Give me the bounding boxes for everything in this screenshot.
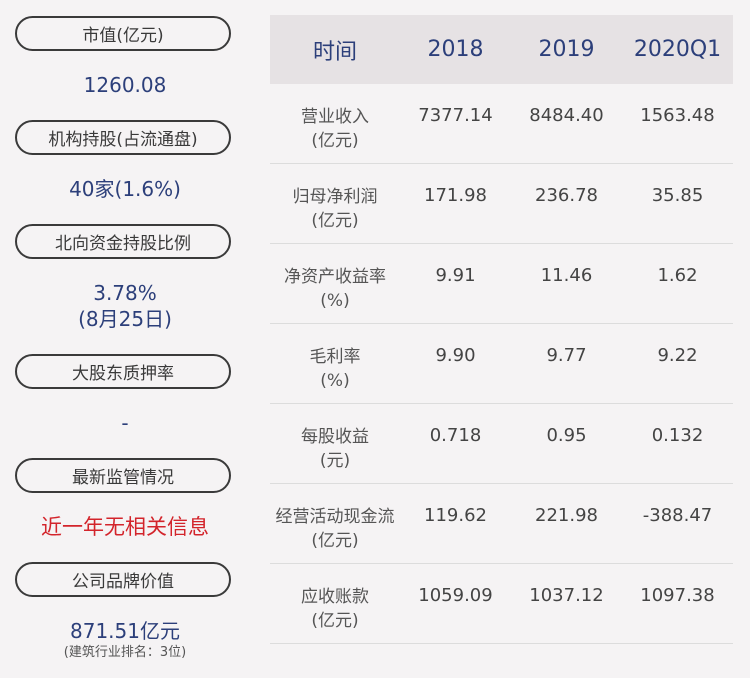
row-label-unit: (亿元) [311, 611, 359, 631]
row-label: 营业收入 (亿元) [270, 105, 400, 153]
table-row: 营业收入 (亿元) 7377.14 8484.40 1563.48 [270, 84, 733, 164]
row-label-name: 营业收入 [301, 107, 369, 127]
institutional-value: 40家(1.6%) [69, 177, 181, 201]
brand-label-box: 公司品牌价值 [15, 562, 231, 597]
cell-value: 221.98 [535, 505, 598, 526]
cell-value: 9.77 [546, 345, 587, 366]
cell-value: 0.132 [651, 425, 704, 446]
header-2018: 2018 [427, 37, 484, 62]
table-row: 净资产收益率 (%) 9.91 11.46 1.62 [270, 244, 733, 324]
market-cap-label: 市值(亿元) [82, 26, 164, 46]
row-label-name: 经营活动现金流 [275, 507, 395, 527]
table-row: 应收账款 (亿元) 1059.09 1037.12 1097.38 [270, 564, 733, 644]
header-2019: 2019 [538, 37, 595, 62]
cell-value: 1097.38 [640, 585, 715, 606]
cell-value: 1059.09 [418, 585, 493, 606]
northbound-label: 北向资金持股比例 [55, 234, 191, 254]
cell-value: 8484.40 [529, 105, 604, 126]
row-label-unit: (%) [320, 291, 350, 311]
institutional-label-box: 机构持股(占流通盘) [15, 120, 231, 155]
cell-value: 9.90 [435, 345, 476, 366]
row-label: 净资产收益率 (%) [270, 265, 400, 313]
row-label: 每股收益 (元) [270, 425, 400, 473]
regulation-value: 近一年无相关信息 [41, 515, 209, 539]
table-row: 经营活动现金流 (亿元) 119.62 221.98 -388.47 [270, 484, 733, 564]
institutional-label: 机构持股(占流通盘) [48, 130, 198, 150]
cell-value: 236.78 [535, 185, 598, 206]
table-row: 毛利率 (%) 9.90 9.77 9.22 [270, 324, 733, 404]
brand-value: 871.51亿元 [70, 619, 180, 643]
brand-label: 公司品牌价值 [72, 572, 174, 592]
northbound-label-box: 北向资金持股比例 [15, 224, 231, 259]
cell-value: 35.85 [651, 185, 704, 206]
row-label: 归母净利润 (亿元) [270, 185, 400, 233]
row-label: 经营活动现金流 (亿元) [270, 505, 400, 553]
row-label-unit: (元) [319, 451, 351, 471]
row-label-unit: (亿元) [311, 131, 359, 151]
row-label-unit: (亿元) [311, 211, 359, 231]
cell-value: 1563.48 [640, 105, 715, 126]
cell-value: 9.91 [435, 265, 476, 286]
row-label-name: 归母净利润 [292, 187, 378, 207]
pledge-value: - [121, 411, 129, 435]
table-header: 时间 2018 2019 2020Q1 [270, 15, 733, 84]
row-label-name: 每股收益 [301, 427, 369, 447]
cell-value: 9.22 [657, 345, 698, 366]
pledge-label-box: 大股东质押率 [15, 354, 231, 389]
northbound-date: (8月25日) [78, 307, 172, 331]
row-label-name: 毛利率 [309, 347, 361, 367]
regulation-label-box: 最新监管情况 [15, 458, 231, 493]
cell-value: 171.98 [424, 185, 487, 206]
table-row: 每股收益 (元) 0.718 0.95 0.132 [270, 404, 733, 484]
cell-value: 11.46 [540, 265, 593, 286]
brand-rank-note: (建筑行业排名：3位) [63, 645, 187, 660]
header-time: 时间 [312, 39, 357, 65]
row-label: 毛利率 (%) [270, 345, 400, 393]
row-label-name: 净资产收益率 [284, 267, 386, 287]
row-label-name: 应收账款 [301, 587, 369, 607]
cell-value: 0.95 [546, 425, 587, 446]
cell-value: 7377.14 [418, 105, 493, 126]
row-label-unit: (亿元) [311, 531, 359, 551]
table-row: 归母净利润 (亿元) 171.98 236.78 35.85 [270, 164, 733, 244]
market-cap-label-box: 市值(亿元) [15, 16, 231, 51]
market-cap-value: 1260.08 [83, 73, 167, 97]
cell-value: 0.718 [429, 425, 482, 446]
regulation-label: 最新监管情况 [72, 468, 174, 488]
row-label: 应收账款 (亿元) [270, 585, 400, 633]
header-2020q1: 2020Q1 [633, 37, 722, 62]
pledge-label: 大股东质押率 [72, 364, 174, 384]
row-label-unit: (%) [320, 371, 350, 391]
cell-value: 119.62 [424, 505, 487, 526]
financial-table: 时间 2018 2019 2020Q1 营业收入 (亿元) 7377.14 84… [270, 15, 733, 644]
cell-value: 1.62 [657, 265, 698, 286]
cell-value: -388.47 [642, 505, 713, 526]
northbound-value: 3.78% [93, 281, 157, 305]
cell-value: 1037.12 [529, 585, 604, 606]
